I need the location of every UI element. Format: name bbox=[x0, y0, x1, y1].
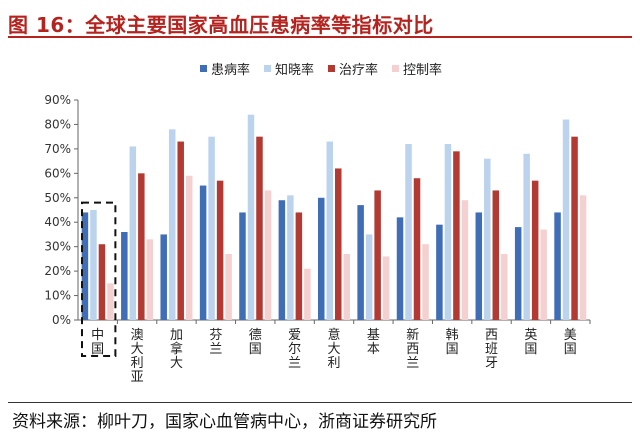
bar bbox=[531, 180, 539, 320]
bar bbox=[571, 136, 578, 320]
bar bbox=[382, 256, 390, 320]
x-tick-label: 意大利 bbox=[327, 327, 340, 371]
y-tick-label: 90% bbox=[44, 93, 71, 107]
bar bbox=[185, 175, 193, 320]
legend-item: 知晓率 bbox=[264, 59, 314, 78]
x-tick-label: 基本 bbox=[367, 328, 380, 357]
bar bbox=[326, 141, 333, 320]
x-tick-label: 德国 bbox=[249, 328, 262, 357]
y-tick-label: 0% bbox=[52, 313, 71, 327]
bar bbox=[208, 136, 215, 320]
bar bbox=[562, 119, 570, 320]
y-tick-label: 40% bbox=[44, 215, 71, 229]
y-tick-label: 30% bbox=[44, 240, 71, 254]
bar bbox=[413, 178, 421, 320]
bar bbox=[453, 151, 460, 320]
x-tick-label: 加拿大 bbox=[170, 328, 183, 371]
bar bbox=[422, 244, 429, 320]
x-tick-label: 芬兰 bbox=[209, 328, 222, 357]
bar bbox=[374, 190, 381, 320]
legend-swatch bbox=[264, 64, 272, 72]
x-tick-label: 韩国 bbox=[446, 328, 459, 357]
title-bar: 图 16：全球主要国家高血压患病率等指标对比 bbox=[8, 4, 632, 38]
x-tick-label: 英国 bbox=[524, 328, 537, 357]
bar bbox=[304, 268, 311, 320]
x-tick-label: 中国 bbox=[91, 328, 104, 357]
legend-item: 治疗率 bbox=[328, 59, 378, 78]
y-tick-label: 10% bbox=[44, 289, 71, 303]
bar bbox=[199, 185, 207, 320]
legend-swatch bbox=[200, 64, 207, 72]
bar bbox=[343, 254, 350, 320]
bar bbox=[514, 227, 522, 320]
bar bbox=[278, 200, 286, 320]
legend-label: 知晓率 bbox=[275, 62, 315, 78]
bar bbox=[436, 224, 443, 320]
bar bbox=[160, 234, 167, 320]
bar bbox=[138, 173, 145, 320]
bar bbox=[295, 212, 303, 320]
bar bbox=[287, 195, 294, 320]
bar bbox=[357, 205, 364, 320]
bar bbox=[129, 146, 137, 320]
x-tick-label: 美国 bbox=[564, 328, 577, 357]
bar bbox=[396, 217, 404, 320]
bar bbox=[579, 195, 587, 320]
bar bbox=[107, 283, 114, 320]
bar bbox=[335, 168, 342, 320]
bar bbox=[168, 129, 176, 320]
legend-label: 控制率 bbox=[403, 62, 443, 78]
bar bbox=[501, 254, 508, 320]
x-tick-label: 西班牙 bbox=[485, 328, 498, 371]
bar bbox=[461, 200, 469, 320]
figure-title: 图 16：全球主要国家高血压患病率等指标对比 bbox=[8, 13, 434, 37]
bar bbox=[540, 229, 547, 320]
x-tick-label: 新西兰 bbox=[406, 327, 419, 371]
bar bbox=[365, 234, 373, 320]
bar bbox=[264, 190, 272, 320]
legend-item: 患病率 bbox=[200, 59, 250, 78]
bar bbox=[177, 141, 184, 320]
source-bar: 资料来源：柳叶刀，国家心血管病中心，浙商证券研究所 bbox=[8, 402, 632, 433]
bar bbox=[318, 197, 325, 320]
bar bbox=[121, 232, 128, 320]
bar bbox=[405, 144, 412, 320]
bar bbox=[81, 212, 89, 320]
highlight-box bbox=[81, 201, 117, 357]
bar bbox=[98, 244, 106, 320]
y-tick-label: 80% bbox=[44, 117, 71, 131]
legend-swatch bbox=[328, 64, 336, 72]
x-tick-label: 澳大利亚 bbox=[131, 327, 144, 385]
bar bbox=[90, 210, 97, 320]
y-tick-label: 20% bbox=[44, 264, 71, 278]
y-tick-label: 70% bbox=[44, 142, 71, 156]
source-note: 资料来源：柳叶刀，国家心血管病中心，浙商证券研究所 bbox=[12, 412, 437, 432]
chart-legend: 患病率 知晓率 治疗率 控制率 bbox=[200, 59, 456, 78]
legend-label: 治疗率 bbox=[339, 62, 379, 78]
bar bbox=[523, 153, 530, 320]
y-tick-label: 60% bbox=[44, 166, 71, 180]
bar bbox=[146, 239, 154, 320]
bar bbox=[492, 190, 500, 320]
bar bbox=[444, 144, 452, 320]
bar bbox=[225, 254, 232, 320]
legend-swatch bbox=[392, 64, 400, 72]
bar bbox=[475, 212, 483, 320]
bar bbox=[554, 212, 561, 320]
bar bbox=[239, 212, 246, 320]
bar bbox=[484, 158, 491, 320]
bar bbox=[256, 136, 263, 320]
bar bbox=[216, 180, 224, 320]
legend-label: 患病率 bbox=[211, 62, 251, 78]
y-tick-label: 50% bbox=[44, 191, 71, 205]
x-tick-label: 爱尔兰 bbox=[288, 328, 301, 371]
bar-chart: 0% 10% 20% 30% 40% 50% 60% 70% 80% 90% 中国 澳大利亚 加拿大 芬兰… bbox=[44, 93, 591, 385]
legend-item: 控制率 bbox=[392, 59, 442, 78]
bar bbox=[247, 114, 255, 321]
